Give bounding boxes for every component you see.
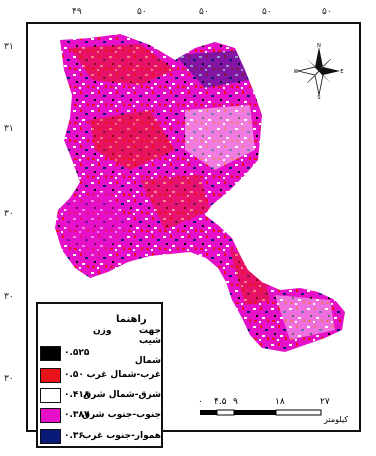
side-tick: ۳۰ xyxy=(4,292,14,302)
south-label: S xyxy=(317,95,320,99)
west-label: W xyxy=(294,69,299,75)
legend-swatch xyxy=(40,408,61,423)
legend-weight: ۰.۳۶ xyxy=(64,431,84,441)
legend-swatch xyxy=(40,429,61,444)
legend-swatch xyxy=(40,346,61,361)
top-tick: ۵۰ xyxy=(322,7,332,17)
scale-label: ۹ xyxy=(233,397,238,407)
legend-header-weight: وزن xyxy=(93,326,112,336)
legend-label: هموار-جنوب غرب xyxy=(82,431,161,441)
scale-label: ۰ xyxy=(198,397,203,407)
scale-label: ۲۷ xyxy=(320,397,330,407)
legend-label: غرب-شمال غرب xyxy=(86,370,161,380)
side-tick: ۳۰ xyxy=(4,374,14,384)
scale-bar: ۰ ۴.۵ ۹ ۱۸ ۲۷ کیلومتر xyxy=(196,397,358,431)
legend-item: ۰.۵۲۵ شمال xyxy=(38,346,165,366)
legend-item: ۰.۳۸۷ جنوب-جنوب شرق xyxy=(38,408,165,428)
legend-weight: ۰.۴۱۸ xyxy=(64,390,90,400)
legend-label: شمال xyxy=(134,356,161,366)
scale-bar-graphic xyxy=(200,409,322,416)
legend-weight: ۰.۳۸۷ xyxy=(64,410,90,420)
legend-item: ۰.۴۱۸ شرق-شمال شرق xyxy=(38,388,165,408)
legend-item: ۰.۳۶ هموار-جنوب غرب xyxy=(38,429,165,449)
side-tick: ۳۱ xyxy=(4,124,14,134)
top-tick: ۵۰ xyxy=(137,7,147,17)
legend-header-aspect: جهت شیب xyxy=(138,326,161,346)
north-label: N xyxy=(317,43,321,49)
top-tick: ۴۹ xyxy=(72,7,82,17)
legend-swatch xyxy=(40,368,61,383)
scale-label: ۱۸ xyxy=(275,397,285,407)
map-legend: راهنما جهت شیب وزن ۰.۵۲۵ شمال ۰.۵۰ غرب-ش… xyxy=(36,302,163,448)
legend-title: راهنما xyxy=(116,314,147,325)
legend-weight: ۰.۵۰ xyxy=(64,370,84,380)
scale-label: ۴.۵ xyxy=(214,397,227,407)
top-tick: ۵۰ xyxy=(262,7,272,17)
north-arrow-icon: N S E W xyxy=(294,43,344,99)
legend-swatch xyxy=(40,388,61,403)
legend-label: شرق-شمال شرق xyxy=(83,390,161,400)
side-tick: ۳۱ xyxy=(4,42,14,52)
side-tick: ۳۰ xyxy=(4,209,14,219)
legend-weight: ۰.۵۲۵ xyxy=(64,348,90,358)
legend-item: ۰.۵۰ غرب-شمال غرب xyxy=(38,368,165,388)
east-label: E xyxy=(340,69,343,75)
top-tick: ۵۰ xyxy=(199,7,209,17)
scale-unit: کیلومتر xyxy=(324,415,349,424)
legend-label: جنوب-جنوب شرق xyxy=(81,410,161,420)
